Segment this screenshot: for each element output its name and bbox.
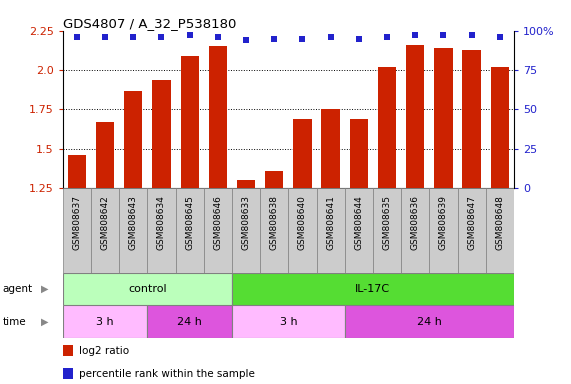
Bar bbox=[91, 188, 119, 273]
Text: 24 h: 24 h bbox=[177, 316, 202, 327]
Point bbox=[242, 37, 251, 43]
Text: control: control bbox=[128, 284, 167, 294]
Bar bbox=[237, 180, 255, 188]
Bar bbox=[260, 188, 288, 273]
Bar bbox=[63, 273, 232, 305]
Bar bbox=[124, 91, 142, 188]
Bar bbox=[63, 305, 147, 338]
Bar bbox=[321, 109, 340, 188]
Bar bbox=[180, 56, 199, 188]
Point bbox=[439, 32, 448, 38]
Text: ▶: ▶ bbox=[41, 316, 49, 327]
Text: 3 h: 3 h bbox=[96, 316, 114, 327]
Point bbox=[354, 35, 363, 41]
Text: GSM808644: GSM808644 bbox=[355, 195, 363, 250]
Bar bbox=[345, 188, 373, 273]
Bar bbox=[373, 188, 401, 273]
Bar bbox=[265, 171, 283, 188]
Bar bbox=[401, 188, 429, 273]
Bar bbox=[176, 188, 204, 273]
Bar bbox=[96, 122, 114, 188]
Text: GSM808633: GSM808633 bbox=[242, 195, 251, 250]
Bar bbox=[435, 48, 453, 188]
Bar bbox=[349, 119, 368, 188]
Bar bbox=[232, 188, 260, 273]
Text: GDS4807 / A_32_P538180: GDS4807 / A_32_P538180 bbox=[63, 17, 236, 30]
Bar bbox=[63, 368, 73, 379]
Bar bbox=[490, 67, 509, 188]
Bar bbox=[147, 188, 176, 273]
Bar bbox=[147, 305, 232, 338]
Point bbox=[214, 34, 223, 40]
Text: 24 h: 24 h bbox=[417, 316, 442, 327]
Bar bbox=[209, 46, 227, 188]
Text: ▶: ▶ bbox=[41, 284, 49, 294]
Point bbox=[73, 34, 82, 40]
Point bbox=[326, 34, 335, 40]
Bar bbox=[63, 345, 73, 356]
Bar bbox=[152, 79, 171, 188]
Point bbox=[411, 32, 420, 38]
Text: log2 ratio: log2 ratio bbox=[79, 346, 128, 356]
Bar bbox=[316, 188, 345, 273]
Bar bbox=[63, 188, 91, 273]
Point bbox=[185, 32, 194, 38]
Text: agent: agent bbox=[3, 284, 33, 294]
Text: GSM808646: GSM808646 bbox=[214, 195, 222, 250]
Text: GSM808637: GSM808637 bbox=[73, 195, 82, 250]
Point bbox=[270, 35, 279, 41]
Bar bbox=[457, 188, 486, 273]
Text: GSM808638: GSM808638 bbox=[270, 195, 279, 250]
Bar bbox=[463, 50, 481, 188]
Bar bbox=[429, 188, 457, 273]
Point bbox=[467, 32, 476, 38]
Text: GSM808639: GSM808639 bbox=[439, 195, 448, 250]
Text: GSM808635: GSM808635 bbox=[383, 195, 392, 250]
Point bbox=[100, 34, 110, 40]
Bar bbox=[204, 188, 232, 273]
Bar bbox=[119, 188, 147, 273]
Text: IL-17C: IL-17C bbox=[355, 284, 391, 294]
Text: GSM808647: GSM808647 bbox=[467, 195, 476, 250]
Bar bbox=[293, 119, 312, 188]
Point bbox=[383, 34, 392, 40]
Text: GSM808634: GSM808634 bbox=[157, 195, 166, 250]
Bar bbox=[345, 305, 514, 338]
Text: 3 h: 3 h bbox=[280, 316, 297, 327]
Text: percentile rank within the sample: percentile rank within the sample bbox=[79, 369, 255, 379]
Point bbox=[157, 34, 166, 40]
Text: GSM808641: GSM808641 bbox=[326, 195, 335, 250]
Text: GSM808642: GSM808642 bbox=[100, 195, 110, 250]
Text: GSM808643: GSM808643 bbox=[129, 195, 138, 250]
Text: time: time bbox=[3, 316, 26, 327]
Bar bbox=[232, 305, 345, 338]
Bar bbox=[288, 188, 316, 273]
Bar bbox=[68, 155, 86, 188]
Bar bbox=[406, 45, 424, 188]
Point bbox=[495, 34, 504, 40]
Text: GSM808636: GSM808636 bbox=[411, 195, 420, 250]
Text: GSM808648: GSM808648 bbox=[495, 195, 504, 250]
Point bbox=[298, 35, 307, 41]
Bar bbox=[232, 273, 514, 305]
Text: GSM808640: GSM808640 bbox=[298, 195, 307, 250]
Bar bbox=[486, 188, 514, 273]
Point bbox=[128, 34, 138, 40]
Text: GSM808645: GSM808645 bbox=[185, 195, 194, 250]
Bar bbox=[378, 67, 396, 188]
